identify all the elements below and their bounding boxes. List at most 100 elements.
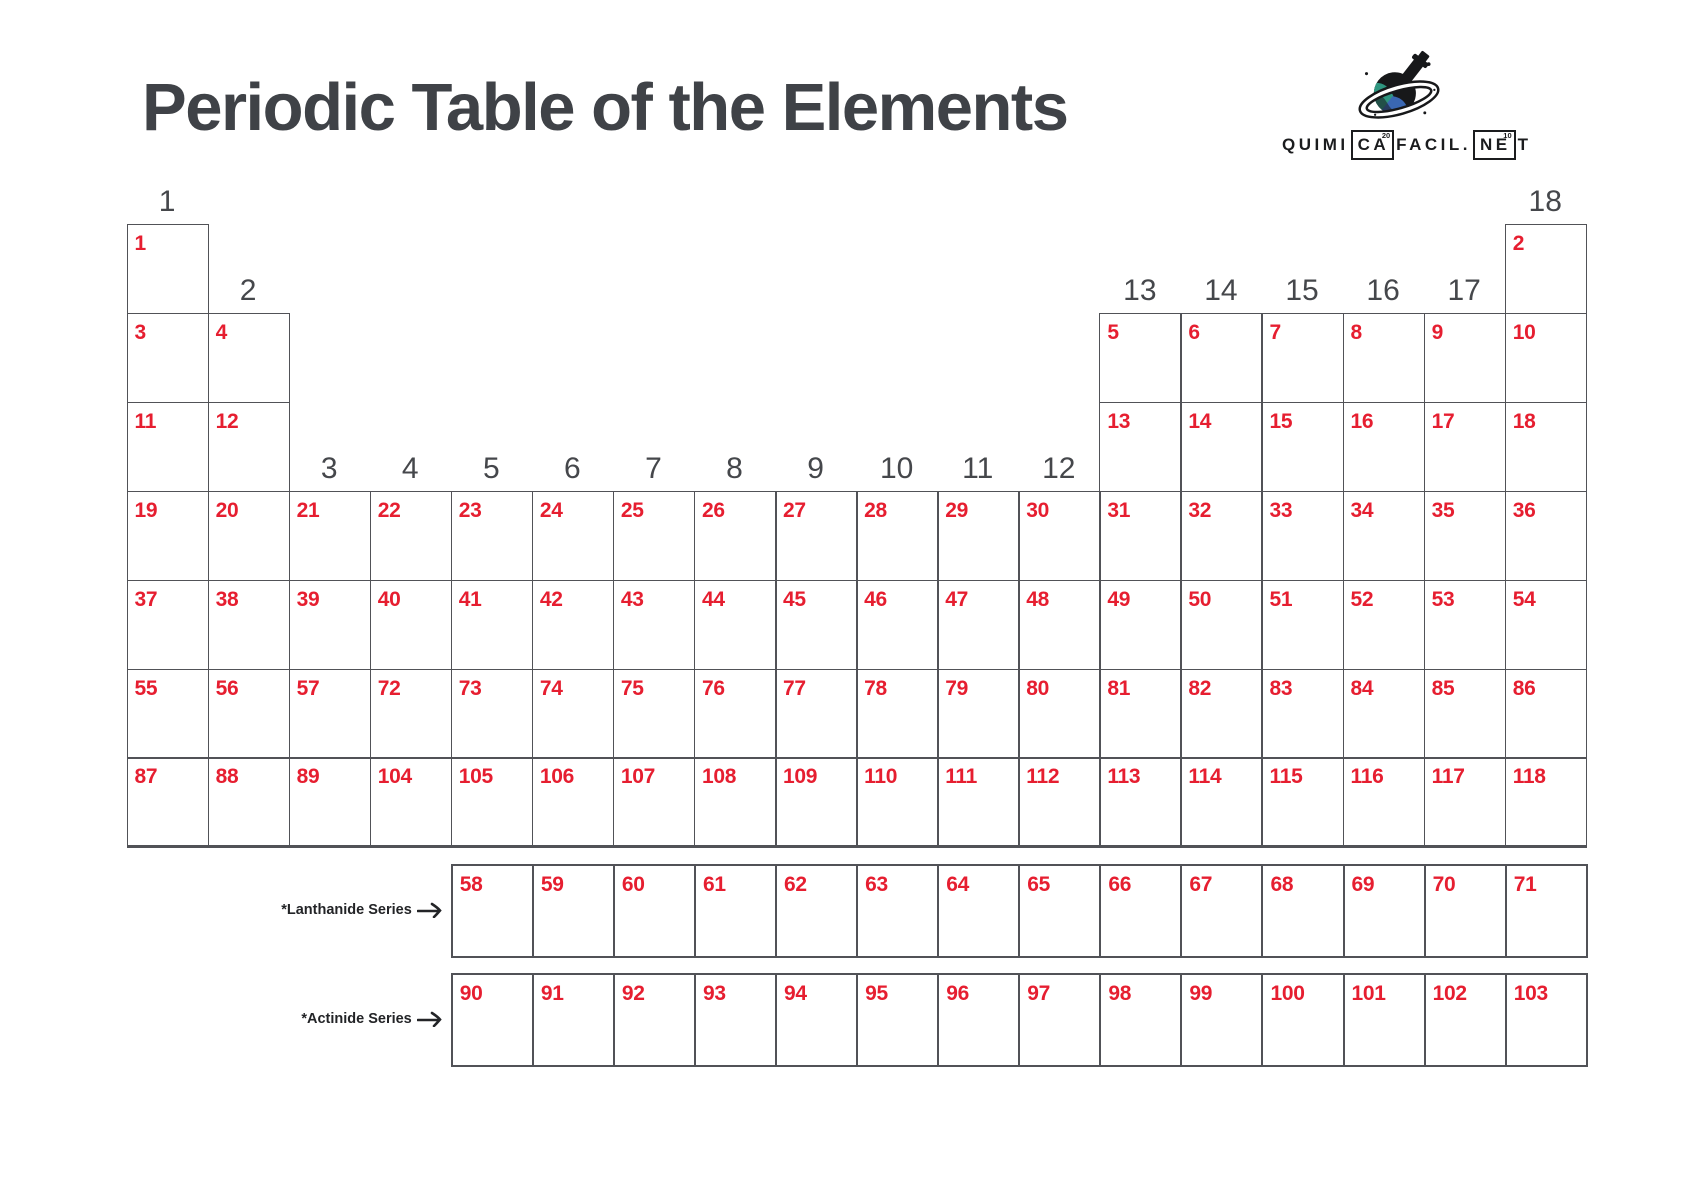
atomic-number: 118 — [1512, 765, 1546, 789]
atomic-number: 50 — [1188, 587, 1212, 611]
element-cell-33: 33 — [1261, 490, 1345, 582]
element-cell-9: 9 — [1423, 312, 1507, 404]
atomic-number: 95 — [865, 982, 888, 1005]
atomic-number: 22 — [377, 498, 401, 522]
atomic-number: 74 — [539, 676, 563, 700]
group-label-3: 3 — [320, 451, 338, 485]
series-label-text: *Lanthanide Series — [281, 902, 412, 918]
atomic-number: 70 — [1432, 873, 1456, 896]
atomic-number: 107 — [620, 765, 656, 789]
atomic-number: 32 — [1188, 498, 1212, 522]
element-cell-86: 86 — [1504, 668, 1588, 759]
atomic-number: 56 — [215, 676, 239, 700]
atomic-number: 103 — [1513, 982, 1548, 1005]
element-cell-57: 57 — [288, 668, 372, 759]
element-cell-94: 94 — [775, 973, 859, 1067]
logo-box-ne-symbol: NE — [1480, 135, 1511, 154]
atomic-number: 84 — [1350, 676, 1374, 700]
atomic-number: 12 — [215, 409, 239, 433]
element-cell-22: 22 — [369, 490, 453, 582]
group-label-7: 7 — [645, 451, 662, 485]
element-cell-37: 37 — [126, 579, 210, 670]
atomic-number: 49 — [1107, 587, 1131, 611]
atomic-number: 58 — [459, 873, 483, 896]
atomic-number: 36 — [1512, 498, 1536, 522]
element-cell-69: 69 — [1342, 864, 1426, 958]
element-cell-49: 49 — [1099, 579, 1182, 670]
element-cell-81: 81 — [1099, 668, 1182, 759]
element-cell-2: 2 — [1504, 224, 1588, 315]
element-cell-27: 27 — [775, 490, 858, 582]
atomic-number: 53 — [1431, 587, 1455, 611]
atomic-number: 52 — [1350, 587, 1374, 611]
element-cell-60: 60 — [612, 864, 696, 958]
logo-box-ca-symbol: CA — [1357, 135, 1390, 154]
atomic-number: 72 — [377, 676, 401, 700]
element-cell-85: 85 — [1423, 668, 1507, 759]
element-cell-13: 13 — [1099, 401, 1182, 493]
element-cell-102: 102 — [1423, 973, 1507, 1067]
atomic-number: 91 — [540, 982, 564, 1005]
element-cell-114: 114 — [1180, 757, 1263, 848]
group-label-13: 13 — [1123, 273, 1157, 307]
atomic-number: 6 — [1188, 320, 1200, 344]
atomic-number: 59 — [540, 873, 564, 896]
atomic-number: 40 — [377, 587, 401, 611]
atomic-number: 43 — [620, 587, 644, 611]
element-cell-19: 19 — [126, 490, 210, 582]
logo-text-part2: FACIL — [1396, 135, 1463, 154]
element-cell-5: 5 — [1099, 312, 1182, 404]
element-cell-7: 7 — [1261, 312, 1345, 404]
element-cell-101: 101 — [1342, 973, 1426, 1067]
atomic-number: 11 — [134, 409, 157, 433]
atomic-number: 14 — [1188, 409, 1212, 433]
element-cell-61: 61 — [693, 864, 778, 958]
element-cell-16: 16 — [1342, 401, 1426, 493]
atomic-number: 16 — [1350, 409, 1374, 433]
element-cell-50: 50 — [1180, 579, 1263, 670]
atomic-number: 81 — [1107, 676, 1131, 700]
atomic-number: 68 — [1270, 873, 1294, 896]
element-cell-110: 110 — [856, 757, 939, 848]
element-cell-96: 96 — [937, 973, 1021, 1067]
atomic-number: 37 — [134, 587, 158, 611]
group-label-10: 10 — [879, 451, 914, 485]
lanthanide-series-label: *Lanthanide Series — [225, 895, 445, 925]
atomic-number: 46 — [864, 587, 887, 611]
atomic-number: 60 — [621, 873, 645, 896]
element-cell-21: 21 — [288, 490, 372, 582]
atomic-number: 78 — [864, 676, 887, 700]
atomic-number: 90 — [459, 982, 483, 1005]
atomic-number: 113 — [1107, 765, 1141, 789]
element-cell-14: 14 — [1180, 401, 1263, 493]
group-label-14: 14 — [1204, 273, 1238, 307]
element-cell-55: 55 — [126, 668, 210, 759]
atomic-number: 21 — [296, 498, 320, 522]
atomic-number: 97 — [1027, 982, 1051, 1005]
atomic-number: 4 — [215, 320, 228, 344]
atomic-number: 96 — [946, 982, 969, 1005]
element-cell-30: 30 — [1018, 490, 1101, 582]
logo-element-box-ne: NE 10 — [1473, 130, 1516, 160]
atomic-number: 34 — [1350, 498, 1374, 522]
element-cell-31: 31 — [1099, 490, 1182, 582]
element-cell-89: 89 — [288, 757, 372, 848]
element-cell-77: 77 — [775, 668, 858, 759]
atomic-number: 83 — [1269, 676, 1293, 700]
atomic-number: 57 — [296, 676, 320, 700]
atomic-number: 44 — [701, 587, 725, 611]
group-label-8: 8 — [726, 451, 743, 485]
atomic-number: 64 — [946, 873, 969, 896]
element-cell-34: 34 — [1342, 490, 1426, 582]
element-cell-17: 17 — [1423, 401, 1507, 493]
element-cell-112: 112 — [1018, 757, 1101, 848]
atomic-number: 13 — [1107, 409, 1131, 433]
element-cell-68: 68 — [1261, 864, 1345, 958]
element-cell-4: 4 — [207, 312, 291, 404]
atomic-number: 111 — [945, 765, 978, 789]
logo-box-ca-number: 20 — [1381, 131, 1391, 140]
atomic-number: 116 — [1350, 765, 1384, 789]
actinide-series-label: *Actinide Series — [225, 1004, 445, 1034]
element-cell-105: 105 — [450, 757, 534, 848]
